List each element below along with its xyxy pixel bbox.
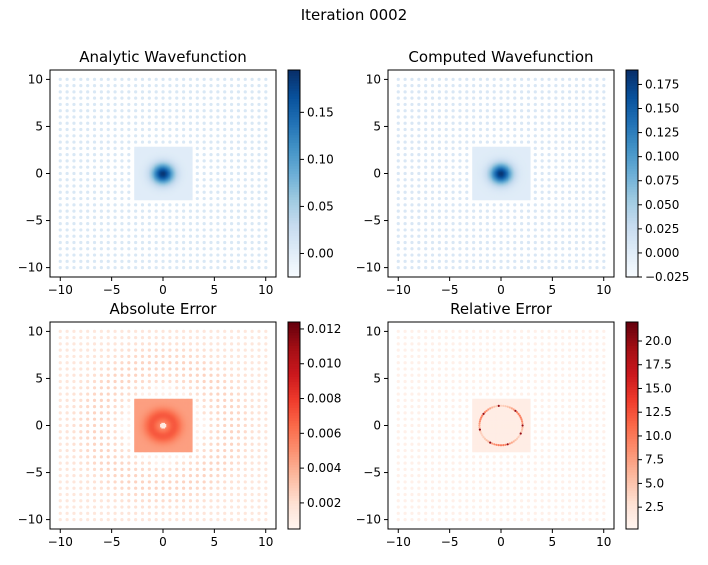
- colorbar-tick-label: 0.050: [645, 198, 679, 212]
- x-tick-label: 5: [211, 535, 219, 549]
- colorbar-tick-label: 0.125: [645, 126, 679, 140]
- y-tick-label: −5: [363, 214, 381, 228]
- plot-area: [58, 329, 268, 522]
- plot-area: [396, 77, 606, 270]
- subplot-2: Computed Wavefunction−10 −5 0 5 10−10−50510−…: [356, 48, 690, 297]
- colorbar-tick-label: 17.5: [645, 358, 672, 372]
- colorbar-tick-label: 0.010: [307, 357, 341, 371]
- y-tick-label: 5: [373, 371, 381, 385]
- subplot-1: Analytic Wavefunction −10 −5 0 5 10 −10 −5 0 5 10 0…: [18, 48, 334, 297]
- outer-points: [58, 329, 268, 522]
- colorbar-tick-label: 10.0: [645, 429, 672, 443]
- central-region: [472, 146, 531, 201]
- subplot-3: Absolute Error−10 −5 0 5 10−10−505100.0020.0…: [18, 300, 342, 549]
- x-tick-label: 5: [211, 283, 219, 297]
- colorbar: −0.025 0.000 0.025 0.050 0.075 0.100 0.125 0.15…: [625, 69, 689, 284]
- colorbar-tick-label: 0.10: [307, 152, 334, 166]
- y-tick-label: −10: [356, 513, 381, 527]
- x-tick-label: 10: [596, 535, 611, 549]
- y-tick-label: 0: [35, 167, 43, 181]
- colorbar-tick-label: 0.025: [645, 222, 679, 236]
- x-tick-label: −10: [48, 283, 73, 297]
- x-tick-label: −5: [103, 535, 121, 549]
- y-tick-label: −10: [18, 513, 43, 527]
- x-tick-label: −5: [103, 283, 121, 297]
- y-tick-label: −10: [18, 261, 43, 275]
- x-tick-label: 10: [258, 535, 273, 549]
- colorbar-tick-label: 0.002: [307, 496, 341, 510]
- colorbar-tick-label: 0.15: [307, 105, 334, 119]
- outer-points: [396, 77, 606, 270]
- y-tick-label: −5: [363, 466, 381, 480]
- colorbar-tick-label: 0.100: [645, 150, 679, 164]
- central-region: [134, 398, 193, 453]
- y-tick-label: −5: [25, 466, 43, 480]
- subplot-title: Relative Error: [450, 300, 553, 318]
- y-tick-label: 0: [35, 419, 43, 433]
- y-tick-label: 0: [373, 167, 381, 181]
- colorbar-tick-label: 12.5: [645, 405, 672, 419]
- x-tick-label: 0: [159, 283, 167, 297]
- y-tick-label: −5: [25, 214, 43, 228]
- colorbar-tick-label: 0.006: [307, 426, 341, 440]
- colorbar-tick-label: 0.012: [307, 322, 341, 336]
- colorbar-tick-label: 7.5: [645, 453, 664, 467]
- colorbar-tick-label: 5.0: [645, 476, 664, 490]
- colorbar-tick-label: −0.025: [645, 270, 689, 284]
- colorbar-frame: [287, 69, 301, 278]
- y-tick-label: 0: [373, 419, 381, 433]
- x-tick-label: 0: [497, 283, 505, 297]
- y-tick-label: 10: [28, 324, 43, 338]
- x-tick-label: 0: [497, 535, 505, 549]
- y-tick-label: −10: [356, 261, 381, 275]
- colorbar-tick-label: 20.0: [645, 334, 672, 348]
- central-region: [134, 146, 193, 201]
- x-tick-label: −10: [386, 535, 411, 549]
- colorbar: 0.00 0.05 0.10 0.15: [287, 69, 334, 278]
- y-tick-label: 5: [35, 371, 43, 385]
- colorbar-tick-label: 15.0: [645, 381, 672, 395]
- colorbar-tick-label: 0.000: [645, 246, 679, 260]
- x-tick-label: 5: [549, 535, 557, 549]
- subplot-4: Relative Error −10 −5 0 5 10 −10 −5 0 5 10 2.5 5.0 7.…: [356, 300, 672, 549]
- colorbar-tick-label: 0.150: [645, 102, 679, 116]
- colorbar-tick-label: 0.175: [645, 77, 679, 91]
- x-tick-label: −10: [386, 283, 411, 297]
- y-tick-label: 10: [366, 72, 381, 86]
- colorbar-tick-label: 0.004: [307, 461, 341, 475]
- y-tick-label: 5: [373, 119, 381, 133]
- x-tick-label: −10: [48, 535, 73, 549]
- outer-points: [396, 329, 606, 522]
- x-tick-label: −5: [441, 535, 459, 549]
- outer-points: [58, 77, 268, 270]
- plot-area: [58, 77, 268, 270]
- colorbar-tick-label: 0.05: [307, 199, 334, 213]
- y-tick-label: 10: [366, 324, 381, 338]
- colorbar-frame: [625, 321, 639, 530]
- x-tick-label: 10: [596, 283, 611, 297]
- error-ring: [478, 404, 524, 447]
- plot-area: [396, 329, 606, 522]
- colorbar: 2.5 5.0 7.5 10.0 12.5 15.0 17.5 20.0: [625, 321, 672, 530]
- colorbar-tick-label: 0.008: [307, 392, 341, 406]
- colorbar-frame: [625, 69, 639, 278]
- colorbar: 0.002 0.004 0.006 0.008 0.010 0.012: [287, 321, 341, 530]
- subplot-title: Analytic Wavefunction: [79, 48, 247, 66]
- figure-suptitle: Iteration 0002: [300, 6, 408, 24]
- x-tick-label: −5: [441, 283, 459, 297]
- colorbar-tick-label: 0.075: [645, 174, 679, 188]
- x-tick-label: 10: [258, 283, 273, 297]
- x-tick-label: 0: [159, 535, 167, 549]
- subplot-title: Absolute Error: [110, 300, 218, 318]
- y-tick-label: 5: [35, 119, 43, 133]
- colorbar-frame: [287, 321, 301, 530]
- y-tick-label: 10: [28, 72, 43, 86]
- x-tick-label: 5: [549, 283, 557, 297]
- subplot-title: Computed Wavefunction: [408, 48, 593, 66]
- colorbar-tick-label: 0.00: [307, 246, 334, 260]
- colorbar-tick-label: 2.5: [645, 500, 664, 514]
